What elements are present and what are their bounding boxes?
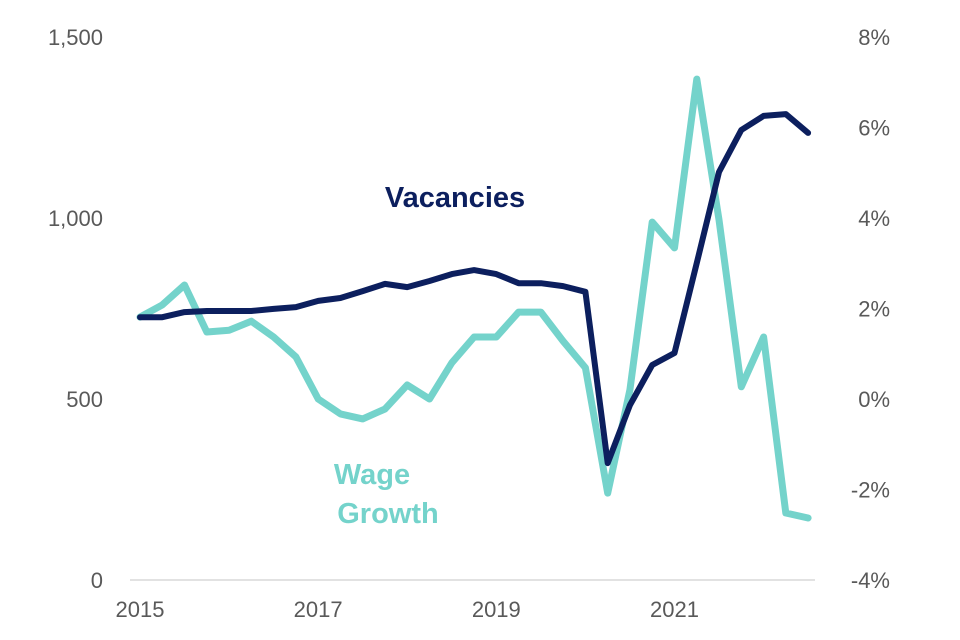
y-right-tick-label: 0% bbox=[858, 387, 890, 412]
series-label-vacancies: Vacancies bbox=[385, 182, 525, 214]
series-line-vacancies bbox=[137, 111, 812, 467]
x-tick-label: 2017 bbox=[294, 597, 343, 622]
y-right-tick-label: -4% bbox=[851, 568, 890, 593]
y-right-tick-label: 8% bbox=[858, 25, 890, 50]
y-left-tick-label: 0 bbox=[91, 568, 103, 593]
y-right-tick-label: 6% bbox=[858, 116, 890, 141]
series-label-wage-growth-line1: Wage bbox=[334, 459, 410, 491]
x-tick-label: 2019 bbox=[472, 597, 521, 622]
series-line-wage-growth bbox=[136, 75, 812, 522]
series-label-wage-growth-line2: Growth bbox=[337, 498, 439, 530]
y-left-tick-label: 500 bbox=[66, 387, 103, 412]
y-left-tick-label: 1,000 bbox=[48, 206, 103, 231]
y-right-tick-label: 4% bbox=[858, 206, 890, 231]
x-tick-label: 2015 bbox=[116, 597, 165, 622]
x-tick-label: 2021 bbox=[650, 597, 699, 622]
y-right-tick-label: 2% bbox=[858, 297, 890, 322]
y-right-tick-label: -2% bbox=[851, 478, 890, 503]
y-left-tick-label: 1,500 bbox=[48, 25, 103, 50]
